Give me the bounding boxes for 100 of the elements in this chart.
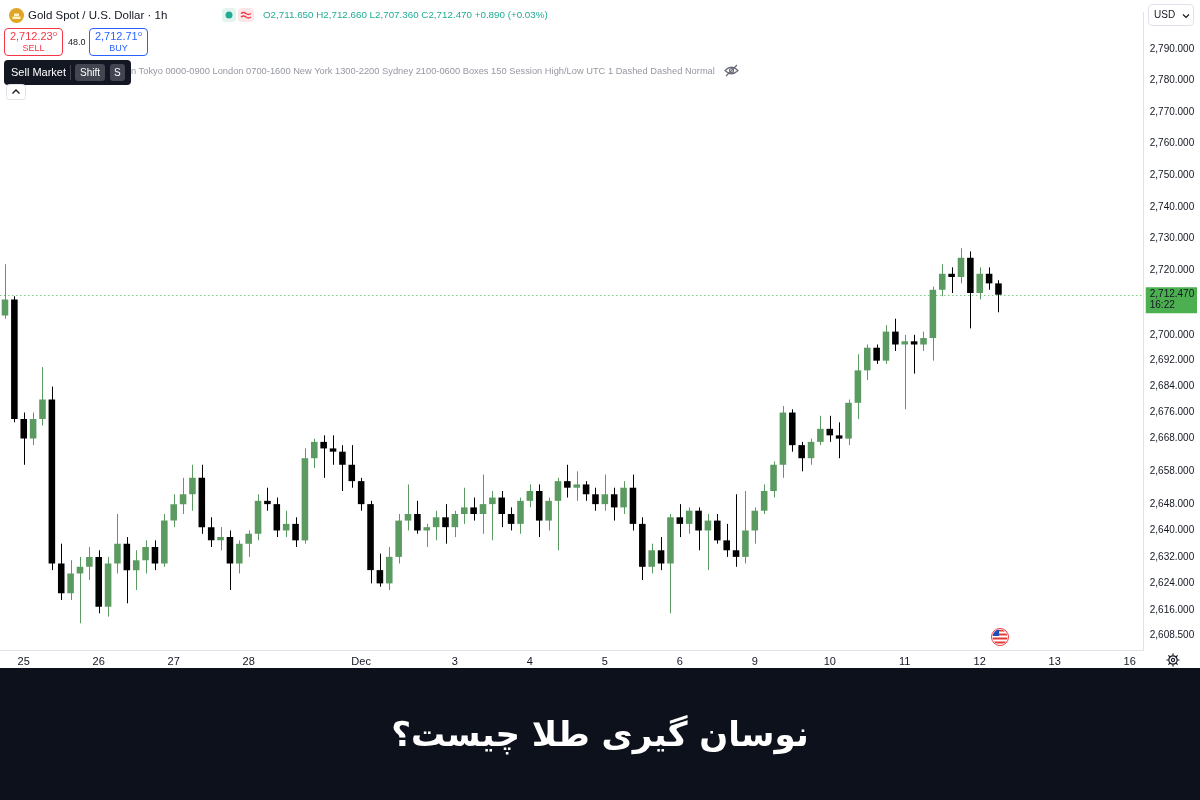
candlestick [170, 493, 177, 528]
candlestick [892, 318, 899, 352]
y-tick-label: 2,750.000 [1149, 168, 1195, 180]
y-tick-label: 2,608.500 [1149, 628, 1195, 640]
candlestick [460, 487, 468, 525]
candlestick [976, 266, 984, 300]
candlestick [329, 434, 337, 466]
candlestick [151, 539, 159, 571]
annotation: 2,712.23⁰ [9, 30, 58, 42]
candlestick [339, 444, 346, 492]
candlestick [817, 415, 824, 446]
candlestick [207, 516, 215, 548]
candlestick [292, 516, 299, 548]
candlestick [938, 263, 946, 297]
y-tick-label: 2,616.000 [1149, 603, 1195, 615]
x-tick-label: 28 [242, 654, 255, 667]
x-tick-label: 3 [451, 654, 458, 667]
x-tick-label: 16 [1123, 654, 1136, 667]
text: نوسان گیری طلا چیست؟ [391, 714, 809, 754]
candlestick [685, 506, 693, 535]
candlestick [86, 546, 93, 581]
annotation: S [110, 64, 125, 81]
x-tick-label: 12 [973, 654, 986, 667]
candlestick [573, 470, 580, 502]
x-tick-label: 26 [92, 654, 105, 667]
x-tick-label: 5 [601, 654, 608, 667]
candlestick [245, 529, 252, 558]
candlestick [714, 513, 721, 545]
x-tick-label: 10 [823, 654, 836, 667]
candlestick [545, 497, 552, 531]
candlestick [948, 266, 955, 294]
x-tick-label: 4 [526, 654, 533, 667]
x-tick-label: Dec [351, 654, 372, 667]
x-tick-label: 27 [167, 654, 180, 667]
candlestick [142, 539, 149, 574]
candlestick [357, 477, 365, 512]
candlestick [451, 510, 459, 538]
candlestick [526, 483, 534, 508]
candlestick [414, 500, 421, 535]
candlestick [320, 434, 327, 479]
candlestick [657, 536, 665, 571]
candlestick [67, 559, 74, 601]
candlestick [835, 421, 843, 459]
candlestick [582, 480, 590, 502]
x-tick-label: 25 [17, 654, 30, 667]
y-tick-label: 2,684.000 [1149, 380, 1195, 392]
candlestick [1, 263, 9, 320]
annotation: 48.0 [68, 37, 86, 48]
candlestick [423, 523, 431, 548]
candlestick [610, 487, 618, 522]
annotation: Sell Market [11, 65, 67, 79]
chart-subtitle: Gold Spot / U.S. Dollar · 1h [28, 8, 168, 22]
candlestick [957, 247, 965, 284]
candlestick [601, 474, 609, 512]
y-tick-label: 2,668.000 [1149, 432, 1195, 444]
annotation: BUY [109, 43, 128, 53]
sell-button: 2,712.23⁰ SELL [4, 28, 63, 56]
candlestick [826, 415, 834, 443]
text: 16:22 [1149, 299, 1176, 311]
candlestick [676, 503, 684, 538]
buy-button: 2,712.71⁰ BUY [89, 28, 148, 56]
candlestick [432, 510, 440, 541]
y-tick-label: 2,692.000 [1149, 354, 1195, 366]
y-tick-label: 2,790.000 [1149, 43, 1195, 55]
candlestick [348, 444, 356, 489]
candlestick [470, 497, 477, 522]
candlestick [863, 344, 871, 381]
candlestick [517, 497, 524, 535]
candlestick [901, 334, 909, 410]
y-tick-label: 2,720.000 [1149, 264, 1195, 276]
candlestick [620, 480, 627, 515]
candlestick [114, 513, 121, 574]
annotation: 2,712.71⁰ [94, 30, 143, 42]
candlestick [376, 553, 384, 588]
candlestick [910, 334, 918, 375]
x-tick-label: 11 [899, 654, 911, 667]
y-tick-label: 2,730.000 [1149, 232, 1195, 244]
candlestick [39, 366, 46, 427]
candlestick [404, 483, 412, 531]
candlestick [132, 549, 140, 591]
candlestick [723, 523, 730, 558]
ref-line-label: 2,712.470 [1149, 288, 1195, 300]
candlestick [873, 344, 880, 365]
y-tick-label: 2,770.000 [1149, 105, 1195, 117]
candlestick [489, 490, 496, 541]
candlestick [648, 543, 655, 574]
annotation: SELL [22, 43, 45, 53]
candlestick [695, 506, 702, 551]
candlestick [807, 438, 815, 466]
candlestick [554, 477, 562, 551]
candlestick [995, 279, 1002, 313]
y-tick-label: 2,624.000 [1149, 577, 1195, 589]
x-tick-label: 9 [751, 654, 758, 667]
annotation: n Tokyo 0000-0900 London 0700-1600 New York 1300-2200 Sydney 2100-0600 Boxes 150 Session High/Low UTC 1 Dashed Dashed Normal [131, 65, 715, 77]
candlestick [479, 474, 487, 535]
y-tick-label: 2,740.000 [1149, 200, 1195, 212]
candlestick [920, 331, 927, 352]
y-tick-label: 2,676.000 [1149, 406, 1195, 418]
y-tick-label: 2,648.000 [1149, 497, 1195, 509]
candlestick [498, 490, 506, 528]
